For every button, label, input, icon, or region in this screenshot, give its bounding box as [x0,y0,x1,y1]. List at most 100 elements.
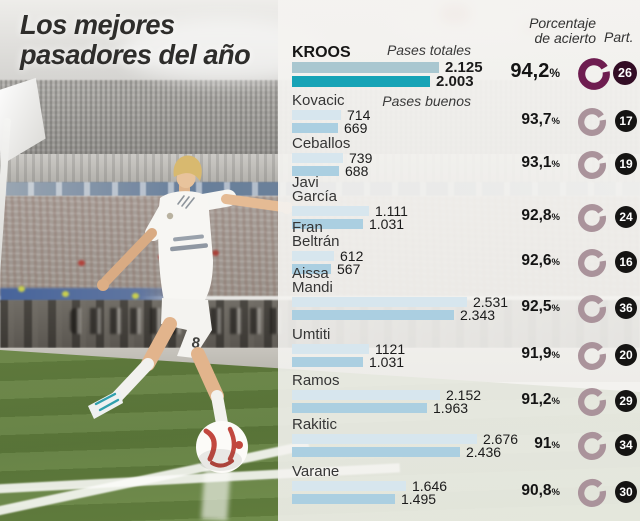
matches-badge: 26 [613,61,637,85]
steward-vest-speck [62,291,69,297]
player-name: Varane [292,462,340,480]
percent-sign: % [551,350,560,361]
good-passes-bar [292,310,454,320]
good-passes-bar [292,219,363,229]
percent-sign: % [551,303,560,314]
good-passes-value: 669 [344,120,368,136]
good-passes-value: 2.343 [460,307,496,323]
player-hair [173,155,202,181]
percent-sign: % [551,487,560,498]
percent-sign: % [551,159,560,170]
good-passes-value: 567 [337,261,361,277]
accuracy-number: 93,1 [521,154,552,171]
player-name: Kovacic [292,91,345,109]
total-passes-value: 714 [347,107,371,123]
good-passes-bar [292,166,339,176]
good-passes-value: 1.963 [433,400,469,416]
accuracy-percent: 91,9% [442,345,560,363]
accuracy-number: 93,7 [521,111,552,128]
total-passes-value: 2.676 [483,431,519,447]
accuracy-percent: 92,8% [442,207,560,225]
adidas-stripes-icon [177,195,195,209]
photo-bench-seats [0,288,200,302]
total-passes-bar [292,297,467,307]
matches-badge: 17 [615,110,637,132]
good-passes-value: 2.003 [436,72,474,90]
player-name: Fran Beltrán [292,219,340,250]
total-passes-value: 612 [340,248,364,264]
player-name-line: Varane [292,462,340,480]
player-name-line: Aissa [292,265,329,282]
player-shorts [161,298,212,358]
matches-badge: 19 [615,153,637,175]
total-passes-value: 2.152 [446,387,482,403]
total-passes-bar [292,434,477,444]
player-name: Ramos [292,371,340,389]
total-passes-bar [292,206,369,216]
good-passes-bar [292,264,331,274]
jersey-sponsor-text [173,234,204,242]
header-porcentaje: Porcentaje [529,15,596,31]
accuracy-percent: 92,6% [442,252,560,270]
percent-sign: % [551,396,560,407]
accuracy-percent: 92,5% [442,298,560,316]
accuracy-percent: 90,8% [442,482,560,500]
title-line-2: pasadores del año [20,38,251,70]
total-passes-value: 1121 [375,341,406,357]
player-name: Ceballos [292,134,351,152]
matches-badge: 30 [615,481,637,503]
matches-badge: 16 [615,251,637,273]
player-name: KROOS [292,43,351,61]
jersey-sponsor-text [170,243,208,252]
good-passes-bar [292,447,460,457]
accuracy-number: 92,8 [521,207,552,224]
accuracy-donut-icon [577,248,607,278]
page-title: Los mejores pasadores del año [20,9,251,70]
good-passes-bar [292,357,363,367]
player-name: Rakitic [292,417,337,431]
shorts-number: 8 [190,334,201,352]
player-name-line: Kovacic [292,91,345,109]
player-name-line: Fran [292,219,323,236]
total-passes-bar [292,251,334,261]
accuracy-donut-icon [577,431,607,461]
accuracy-number: 91 [534,435,552,452]
steward-vest-speck [132,293,139,299]
title-line-1: Los mejores [20,9,175,40]
good-passes-bar [292,494,395,504]
header-de-acierto: de acierto [534,29,596,46]
good-passes-value: 688 [345,163,369,179]
soccer-ball [196,421,248,473]
percent-sign: % [551,257,560,268]
matches-badge: 20 [615,344,637,366]
accuracy-donut-icon [577,150,607,180]
player-name-line: KROOS [292,43,351,61]
matches-badge: 29 [615,390,637,412]
good-passes-value: 1.031 [369,216,405,232]
total-passes-value: 1.646 [412,478,448,494]
matches-badge: 24 [615,206,637,228]
total-passes-bar [292,390,440,400]
accuracy-donut-icon [577,387,607,417]
crowd-speck [212,250,219,256]
percent-sign: % [551,212,560,223]
legend-total-passes: Pases totales [386,42,471,58]
good-passes-bar [292,123,338,133]
legend-good-passes: Pases buenos [382,93,471,109]
player-name-line: Beltrán [292,232,340,250]
player-neck [179,184,190,196]
left-boot [88,389,123,419]
accuracy-percent: 93,1% [442,154,560,172]
player-name-line: Ceballos [292,134,351,152]
player-name: Aissa Mandi [292,265,333,294]
good-passes-value: 1.495 [401,491,437,507]
good-passes-bar [292,76,430,87]
accuracy-donut-icon [577,478,607,508]
player-name-line: Umtiti [292,325,331,343]
total-passes-bar [292,153,343,163]
total-passes-bar [292,481,406,491]
player-name-line: Ramos [292,371,340,389]
accuracy-number: 92,6 [521,252,552,269]
accuracy-number: 94,2 [510,60,550,82]
